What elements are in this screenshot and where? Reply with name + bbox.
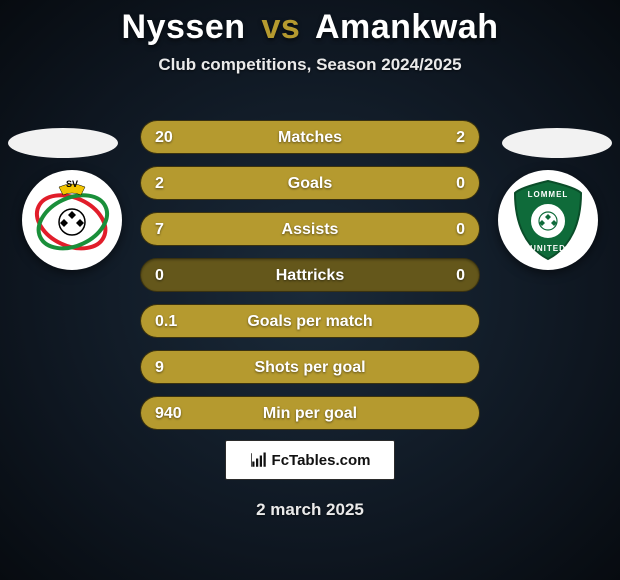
stat-label: Goals [141, 167, 479, 200]
stat-row: 20Matches2 [140, 120, 480, 154]
player2-club-crest: LOMMEL UNITED [498, 170, 598, 270]
stat-value-right: 0 [456, 259, 465, 292]
page-title: Nyssen vs Amankwah [0, 0, 620, 47]
stat-label: Assists [141, 213, 479, 246]
crest-left-text: SV [66, 179, 78, 189]
stat-row: 2Goals0 [140, 166, 480, 200]
player1-photo-placeholder [8, 128, 118, 158]
player1-name: Nyssen [122, 8, 246, 46]
stat-value-right: 2 [456, 121, 465, 154]
stat-label: Shots per goal [141, 351, 479, 384]
stats-container: 20Matches22Goals07Assists00Hattricks00.1… [140, 120, 480, 442]
stat-label: Hattricks [141, 259, 479, 292]
vs-label: vs [261, 8, 300, 46]
crest-right-svg: LOMMEL UNITED [503, 175, 593, 265]
stat-label: Min per goal [141, 397, 479, 430]
stat-row: 0.1Goals per match [140, 304, 480, 338]
attribution-badge[interactable]: FcTables.com [225, 440, 395, 480]
stat-row: 940Min per goal [140, 396, 480, 430]
stat-row: 9Shots per goal [140, 350, 480, 384]
stat-row: 0Hattricks0 [140, 258, 480, 292]
player2-photo-placeholder [502, 128, 612, 158]
player2-name: Amankwah [315, 8, 499, 46]
subtitle: Club competitions, Season 2024/2025 [0, 55, 620, 75]
chart-icon [250, 451, 268, 469]
attribution-text: FcTables.com [272, 452, 371, 469]
comparison-card: Nyssen vs Amankwah Club competitions, Se… [0, 0, 620, 580]
date-label: 2 march 2025 [0, 500, 620, 520]
player1-club-crest: SV [22, 170, 122, 270]
crest-left-svg: SV [27, 175, 117, 265]
stat-label: Matches [141, 121, 479, 154]
stat-row: 7Assists0 [140, 212, 480, 246]
crest-right-text-bottom: UNITED [530, 244, 566, 253]
stat-label: Goals per match [141, 305, 479, 338]
stat-value-right: 0 [456, 167, 465, 200]
stat-value-right: 0 [456, 213, 465, 246]
crest-right-text-top: LOMMEL [528, 190, 569, 199]
